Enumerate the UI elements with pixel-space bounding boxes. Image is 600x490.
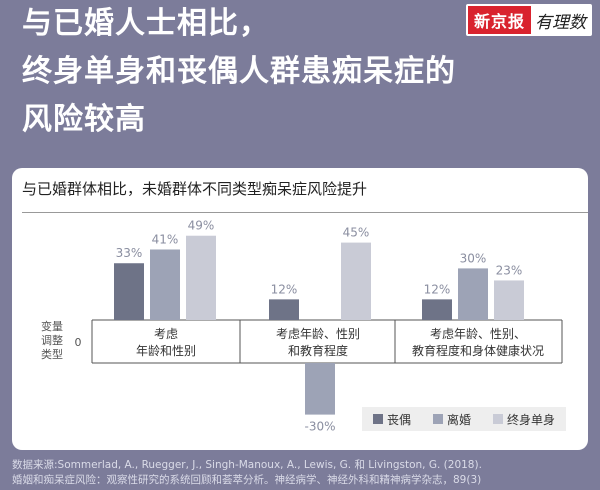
headline-line-1: 与已婚人士相比， bbox=[22, 6, 270, 41]
headline-line-3: 风险较高 bbox=[22, 102, 146, 137]
data-source: 数据来源:Sommerlad, A., Ruegger, J., Singh-M… bbox=[12, 458, 592, 488]
data-label-终身单身-1: 45% bbox=[343, 226, 370, 240]
legend-item-divorced: 离婚 bbox=[432, 411, 471, 428]
category-label-2-line-1: 考虑年龄、性别、 bbox=[430, 327, 526, 341]
category-label-1-line-1: 考虑年龄、性别 bbox=[276, 327, 360, 341]
bar-终身单身-1 bbox=[341, 242, 371, 320]
logo-tagline: 有理数 bbox=[535, 12, 586, 33]
data-label-离婚-1: -30% bbox=[304, 420, 335, 434]
row-label-line-2: 调整 bbox=[41, 333, 63, 347]
title-divider bbox=[22, 212, 588, 213]
bar-离婚-1 bbox=[305, 363, 335, 415]
data-label-离婚-0: 41% bbox=[152, 232, 179, 246]
zero-label: 0 bbox=[75, 336, 82, 349]
category-label-0-line-1: 考虑 bbox=[154, 327, 178, 341]
data-label-离婚-2: 30% bbox=[460, 251, 487, 265]
row-label-line-1: 变量 bbox=[41, 319, 63, 333]
legend-label-never-married: 终身单身 bbox=[506, 412, 555, 427]
bar-丧偶-1 bbox=[269, 299, 299, 320]
bar-离婚-0 bbox=[150, 249, 180, 320]
logo-name: 新京报 bbox=[467, 6, 531, 34]
category-label-0-line-2: 年龄和性别 bbox=[136, 344, 196, 358]
data-label-丧偶-2: 12% bbox=[424, 282, 451, 296]
data-label-丧偶-0: 33% bbox=[116, 246, 143, 260]
chart-card: 与已婚群体相比，未婚群体不同类型痴呆症风险提升 变量 调整 类型 0 考虑年龄和… bbox=[12, 168, 588, 450]
bar-离婚-2 bbox=[458, 268, 488, 320]
legend: 丧偶 离婚 终身单身 bbox=[362, 407, 566, 431]
headline: 与已婚人士相比， 终身单身和丧偶人群患痴呆症的 风险较高 bbox=[22, 0, 582, 144]
category-label-1-line-2: 和教育程度 bbox=[288, 343, 348, 358]
legend-swatch-never-married bbox=[492, 414, 503, 424]
data-label-终身单身-2: 23% bbox=[496, 263, 523, 277]
bar-丧偶-2 bbox=[422, 299, 452, 320]
source-line-1: 数据来源:Sommerlad, A., Ruegger, J., Singh-M… bbox=[12, 459, 482, 471]
brand-logo: 新京报 有理数 bbox=[465, 4, 592, 36]
category-label-2-line-2: 教育程度和身体健康状况 bbox=[412, 343, 544, 358]
legend-item-widowed: 丧偶 bbox=[372, 411, 411, 428]
data-label-丧偶-1: 12% bbox=[271, 282, 298, 296]
legend-swatch-widowed bbox=[372, 414, 383, 424]
row-label-line-3: 类型 bbox=[41, 347, 63, 361]
bar-终身单身-0 bbox=[186, 235, 216, 320]
bar-丧偶-0 bbox=[114, 263, 144, 320]
legend-label-widowed: 丧偶 bbox=[386, 412, 411, 427]
bar-终身单身-2 bbox=[494, 280, 524, 320]
legend-item-never-married: 终身单身 bbox=[492, 411, 555, 428]
chart-title: 与已婚群体相比，未婚群体不同类型痴呆症风险提升 bbox=[22, 180, 368, 198]
headline-line-2: 终身单身和丧偶人群患痴呆症的 bbox=[22, 54, 456, 89]
data-label-终身单身-0: 49% bbox=[188, 219, 215, 233]
legend-swatch-divorced bbox=[432, 414, 443, 424]
legend-label-divorced: 离婚 bbox=[446, 412, 471, 427]
source-line-2: 婚姻和痴呆症风险：观察性研究的系统回顾和荟萃分析。神经病学、神经外科和精神病学杂… bbox=[12, 474, 482, 486]
